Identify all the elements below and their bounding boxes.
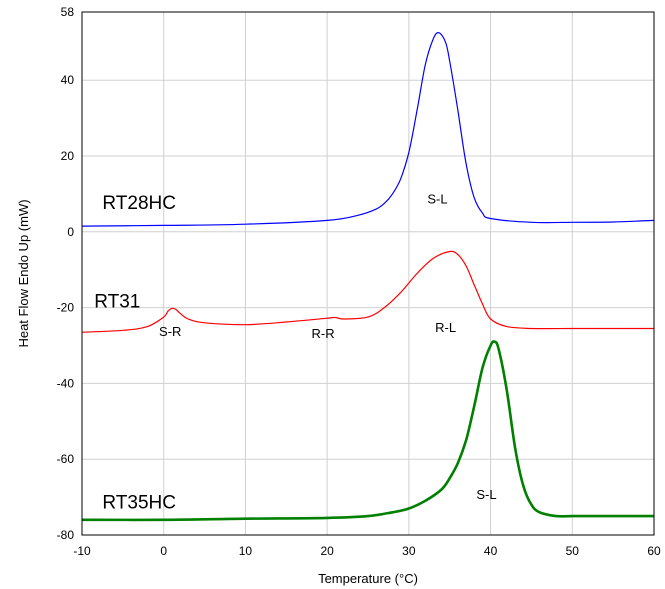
y-tick-label: 0 — [67, 225, 74, 239]
annotations: S-L S-R R-R R-L S-L — [159, 191, 497, 502]
y-tick-labels: -80 -60 -40 -20 0 20 40 58 — [57, 5, 75, 542]
series-labels: RT28HC RT31 RT35HC — [94, 193, 176, 513]
x-tick-labels: -10 0 10 20 30 40 50 60 — [73, 544, 661, 558]
y-tick-label: -40 — [57, 376, 75, 390]
x-tick-label: 0 — [160, 544, 167, 558]
x-tick-label: 60 — [647, 544, 661, 558]
x-tick-label: 20 — [320, 544, 334, 558]
series-label-rt28hc: RT28HC — [102, 193, 176, 214]
annotation-label: S-L — [476, 487, 496, 502]
annotation-label: R-L — [435, 320, 456, 335]
x-tick-label: 10 — [239, 544, 253, 558]
y-tick-label: 40 — [61, 73, 75, 87]
x-tick-label: 30 — [402, 544, 416, 558]
plot-border — [81, 11, 655, 536]
plot-area — [82, 12, 654, 535]
annotation-label: S-R — [159, 324, 181, 339]
y-axis-title: Heat Flow Endo Up (mW) — [16, 199, 31, 347]
grid-lines — [81, 11, 655, 536]
x-axis-title: Temperature (°C) — [318, 571, 418, 586]
series-label-rt31: RT31 — [94, 292, 140, 313]
series-line-rt35hc — [81, 340, 654, 522]
series-line-rt28hc — [81, 32, 655, 227]
y-tick-label: -80 — [57, 528, 75, 542]
x-tick-label: 50 — [566, 544, 580, 558]
annotation-label: R-R — [312, 326, 335, 341]
y-tick-label: 58 — [61, 5, 75, 19]
series-line-rt31 — [81, 250, 654, 333]
x-tick-label: -10 — [73, 544, 91, 558]
x-tick-label: 40 — [484, 544, 498, 558]
annotation-label: S-L — [427, 191, 447, 206]
y-tick-label: 20 — [61, 149, 75, 163]
y-tick-label: -60 — [57, 452, 75, 466]
series-lines — [81, 32, 655, 522]
series-label-rt35hc: RT35HC — [102, 492, 176, 513]
y-tick-label: -20 — [57, 301, 75, 315]
